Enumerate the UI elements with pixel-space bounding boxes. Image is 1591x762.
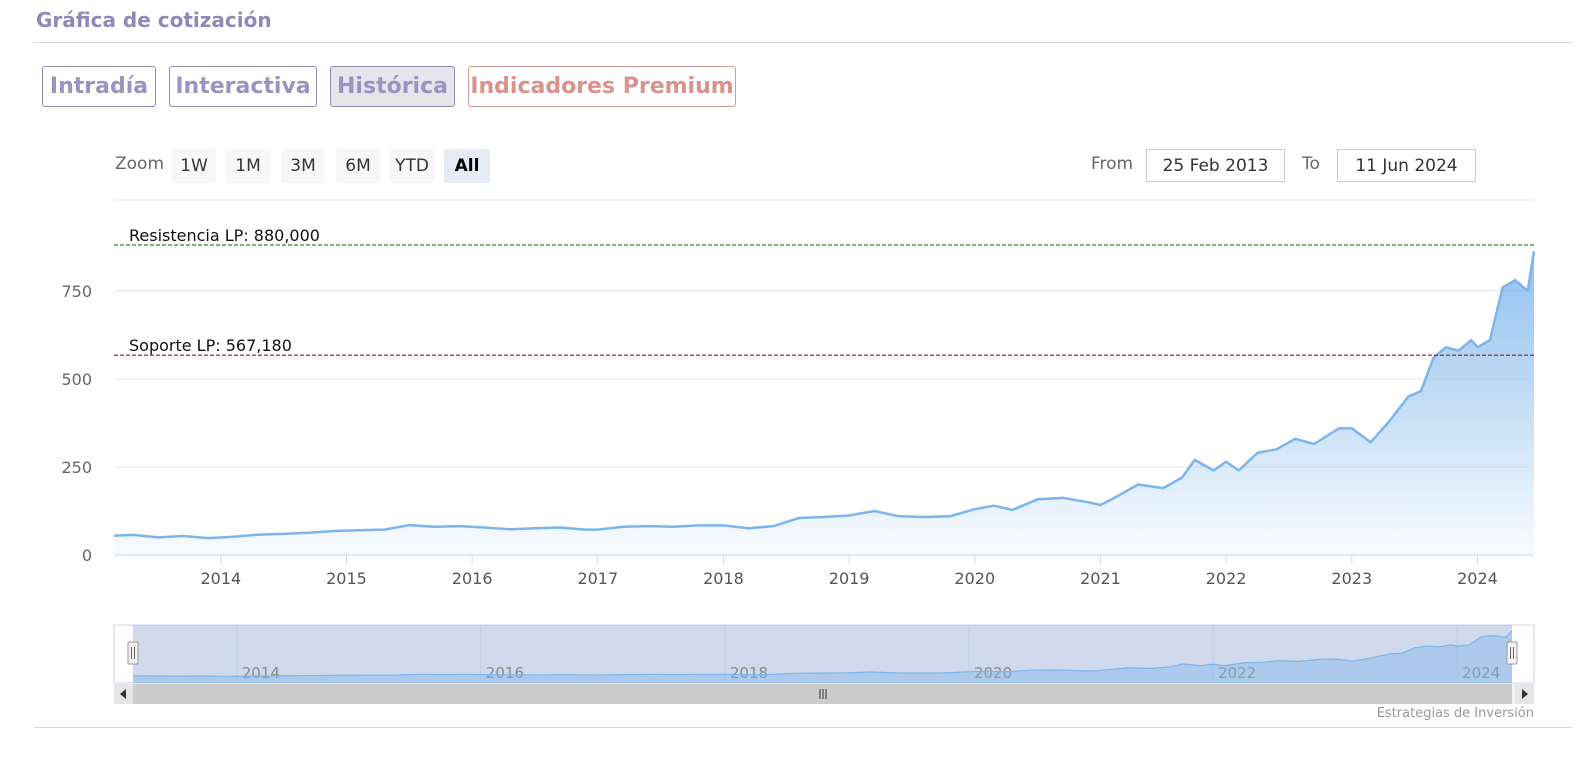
handle-body bbox=[1506, 641, 1518, 665]
tab-intradia[interactable]: Intradía bbox=[42, 66, 156, 107]
zoom-label: Zoom bbox=[115, 154, 165, 174]
series-area bbox=[114, 251, 1534, 556]
tab-interactiva[interactable]: Interactiva bbox=[169, 66, 317, 107]
y-tick-label: 250 bbox=[61, 458, 92, 477]
navigator-right-handle[interactable] bbox=[1506, 641, 1518, 665]
x-tick-label: 2017 bbox=[577, 569, 618, 588]
navigator-tick-label: 2022 bbox=[1218, 664, 1256, 682]
zoom-6m-button[interactable]: 6M bbox=[336, 149, 380, 183]
navigator-tick-label: 2018 bbox=[730, 664, 768, 682]
navigator-tick-label: 2020 bbox=[974, 664, 1012, 682]
y-tick-label: 500 bbox=[61, 370, 92, 389]
y-tick-label: 750 bbox=[61, 282, 92, 301]
x-tick-label: 2015 bbox=[326, 569, 367, 588]
zoom-1w-button[interactable]: 1W bbox=[172, 149, 216, 183]
support-label: Soporte LP: 567,180 bbox=[129, 336, 292, 355]
scroll-left-arrow-icon bbox=[120, 689, 126, 699]
x-tick-label: 2024 bbox=[1457, 569, 1498, 588]
navigator-tick-label: 2024 bbox=[1462, 664, 1500, 682]
navigator-line bbox=[132, 630, 1513, 677]
navigator-scrollbar[interactable] bbox=[114, 684, 1534, 704]
x-tick-label: 2023 bbox=[1331, 569, 1372, 588]
title-divider bbox=[34, 42, 1572, 43]
x-tick-label: 2022 bbox=[1206, 569, 1247, 588]
y-tick-label: 0 bbox=[82, 546, 92, 565]
chart-credit[interactable]: Estrategias de Inversión bbox=[1376, 706, 1534, 721]
x-tick-label: 2018 bbox=[703, 569, 744, 588]
zoom-all-button[interactable]: All bbox=[444, 149, 490, 183]
x-tick-label: 2016 bbox=[452, 569, 493, 588]
to-date-input[interactable]: 11 Jun 2024 bbox=[1337, 149, 1476, 182]
scroll-right-arrow-icon bbox=[1522, 689, 1528, 699]
x-tick-label: 2020 bbox=[954, 569, 995, 588]
navigator-tick-label: 2014 bbox=[242, 664, 280, 682]
navigator-area bbox=[133, 631, 1512, 683]
tab-indicadores-premium[interactable]: Indicadores Premium bbox=[468, 66, 736, 107]
page-title: Gráfica de cotización bbox=[36, 8, 272, 32]
resistance-label: Resistencia LP: 880,000 bbox=[129, 226, 320, 245]
zoom-3m-button[interactable]: 3M bbox=[281, 149, 325, 183]
from-date-input[interactable]: 25 Feb 2013 bbox=[1146, 149, 1285, 182]
x-tick-label: 2014 bbox=[200, 569, 241, 588]
x-tick-label: 2021 bbox=[1080, 569, 1121, 588]
bottom-divider bbox=[34, 727, 1572, 728]
series-line bbox=[113, 251, 1536, 540]
zoom-ytd-button[interactable]: YTD bbox=[389, 149, 435, 183]
navigator-left-handle[interactable] bbox=[127, 641, 139, 665]
from-label: From bbox=[1091, 154, 1134, 174]
to-label: To bbox=[1302, 154, 1320, 174]
x-tick-label: 2019 bbox=[829, 569, 870, 588]
tab-historica[interactable]: Histórica bbox=[330, 66, 455, 107]
zoom-1m-button[interactable]: 1M bbox=[226, 149, 270, 183]
handle-body bbox=[127, 641, 139, 665]
navigator-tick-label: 2016 bbox=[486, 664, 524, 682]
